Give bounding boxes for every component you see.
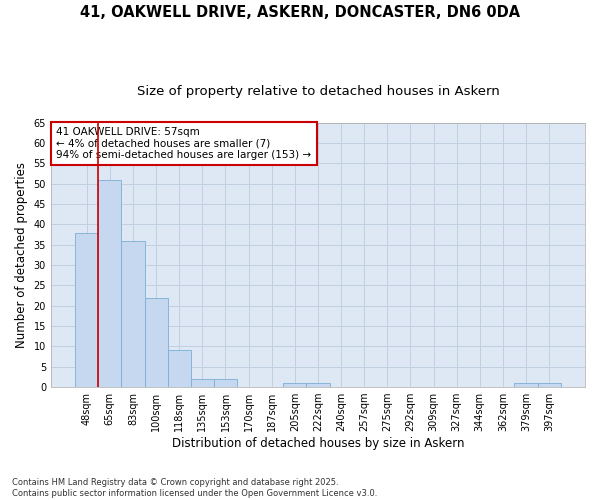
- Text: Contains HM Land Registry data © Crown copyright and database right 2025.
Contai: Contains HM Land Registry data © Crown c…: [12, 478, 377, 498]
- Bar: [307, 383, 329, 387]
- Text: 41 OAKWELL DRIVE: 57sqm
← 4% of detached houses are smaller (7)
94% of semi-deta: 41 OAKWELL DRIVE: 57sqm ← 4% of detached…: [56, 126, 311, 160]
- Bar: [98, 180, 121, 387]
- X-axis label: Distribution of detached houses by size in Askern: Distribution of detached houses by size …: [172, 437, 464, 450]
- Bar: [538, 383, 561, 387]
- Bar: [283, 383, 307, 387]
- Text: 41, OAKWELL DRIVE, ASKERN, DONCASTER, DN6 0DA: 41, OAKWELL DRIVE, ASKERN, DONCASTER, DN…: [80, 5, 520, 20]
- Y-axis label: Number of detached properties: Number of detached properties: [15, 162, 28, 348]
- Bar: [121, 240, 145, 387]
- Bar: [145, 298, 167, 387]
- Bar: [75, 232, 98, 387]
- Bar: [191, 379, 214, 387]
- Bar: [214, 379, 237, 387]
- Bar: [514, 383, 538, 387]
- Bar: [167, 350, 191, 387]
- Title: Size of property relative to detached houses in Askern: Size of property relative to detached ho…: [137, 85, 499, 98]
